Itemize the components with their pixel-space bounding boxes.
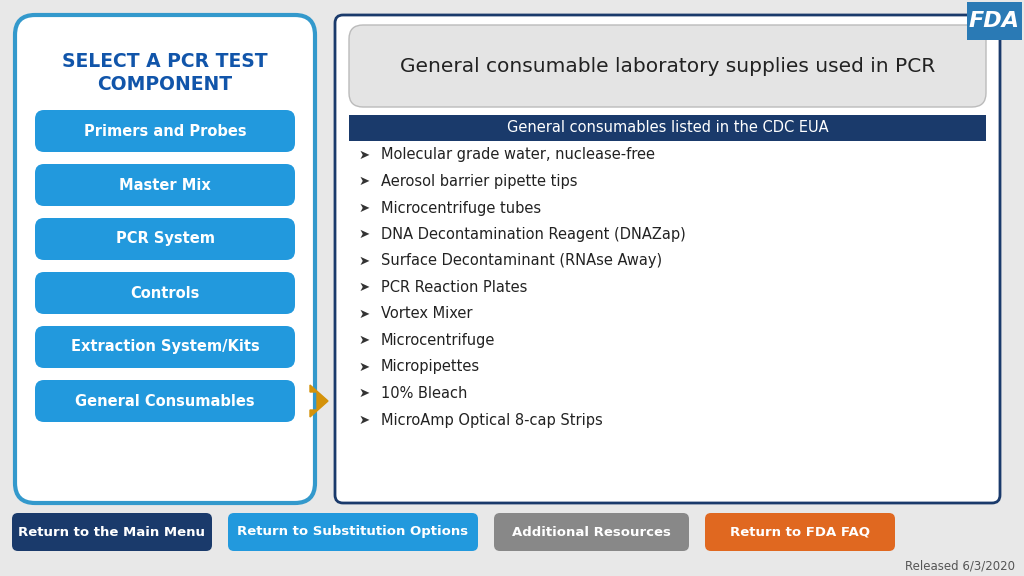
- FancyBboxPatch shape: [35, 326, 295, 368]
- Text: Surface Decontaminant (RNAse Away): Surface Decontaminant (RNAse Away): [381, 253, 663, 268]
- Text: Aerosol barrier pipette tips: Aerosol barrier pipette tips: [381, 174, 578, 189]
- FancyBboxPatch shape: [35, 380, 295, 422]
- Text: Additional Resources: Additional Resources: [512, 525, 671, 539]
- Text: ➤: ➤: [359, 255, 370, 267]
- Text: Microcentrifuge: Microcentrifuge: [381, 333, 496, 348]
- Text: SELECT A PCR TEST
COMPONENT: SELECT A PCR TEST COMPONENT: [62, 52, 268, 94]
- Text: Micropipettes: Micropipettes: [381, 359, 480, 374]
- Text: Primers and Probes: Primers and Probes: [84, 123, 247, 138]
- FancyBboxPatch shape: [15, 15, 315, 503]
- FancyBboxPatch shape: [35, 110, 295, 152]
- Text: Return to Substitution Options: Return to Substitution Options: [238, 525, 469, 539]
- Text: Molecular grade water, nuclease-free: Molecular grade water, nuclease-free: [381, 147, 655, 162]
- Text: FDA: FDA: [969, 11, 1020, 31]
- Text: PCR System: PCR System: [116, 232, 214, 247]
- Text: General Consumables: General Consumables: [75, 393, 255, 408]
- Text: DNA Decontamination Reagent (DNAZap): DNA Decontamination Reagent (DNAZap): [381, 227, 686, 242]
- FancyArrow shape: [310, 385, 328, 417]
- Text: ➤: ➤: [359, 149, 370, 161]
- FancyBboxPatch shape: [335, 15, 1000, 503]
- FancyBboxPatch shape: [35, 164, 295, 206]
- Text: Return to FDA FAQ: Return to FDA FAQ: [730, 525, 870, 539]
- FancyBboxPatch shape: [35, 218, 295, 260]
- Text: ➤: ➤: [359, 361, 370, 373]
- Text: PCR Reaction Plates: PCR Reaction Plates: [381, 280, 527, 295]
- Text: Master Mix: Master Mix: [119, 177, 211, 192]
- FancyBboxPatch shape: [12, 513, 212, 551]
- FancyBboxPatch shape: [35, 272, 295, 314]
- Text: General consumables listed in the CDC EUA: General consumables listed in the CDC EU…: [507, 120, 828, 135]
- FancyBboxPatch shape: [494, 513, 689, 551]
- Text: ➤: ➤: [359, 308, 370, 320]
- Text: 10% Bleach: 10% Bleach: [381, 386, 467, 401]
- Text: Controls: Controls: [130, 286, 200, 301]
- Text: Microcentrifuge tubes: Microcentrifuge tubes: [381, 200, 541, 215]
- Text: General consumable laboratory supplies used in PCR: General consumable laboratory supplies u…: [400, 56, 935, 75]
- Text: Vortex Mixer: Vortex Mixer: [381, 306, 472, 321]
- Text: ➤: ➤: [359, 387, 370, 400]
- Text: ➤: ➤: [359, 281, 370, 294]
- Bar: [349, 115, 986, 141]
- Text: ➤: ➤: [359, 202, 370, 214]
- FancyBboxPatch shape: [705, 513, 895, 551]
- Text: ➤: ➤: [359, 334, 370, 347]
- Text: Extraction System/Kits: Extraction System/Kits: [71, 339, 259, 354]
- Text: ➤: ➤: [359, 414, 370, 426]
- FancyBboxPatch shape: [228, 513, 478, 551]
- Text: ➤: ➤: [359, 175, 370, 188]
- Text: ➤: ➤: [359, 228, 370, 241]
- Text: MicroAmp Optical 8-cap Strips: MicroAmp Optical 8-cap Strips: [381, 412, 603, 427]
- Text: Return to the Main Menu: Return to the Main Menu: [18, 525, 206, 539]
- Bar: [967, 2, 1022, 40]
- Text: Released 6/3/2020: Released 6/3/2020: [905, 559, 1015, 573]
- FancyBboxPatch shape: [349, 25, 986, 107]
